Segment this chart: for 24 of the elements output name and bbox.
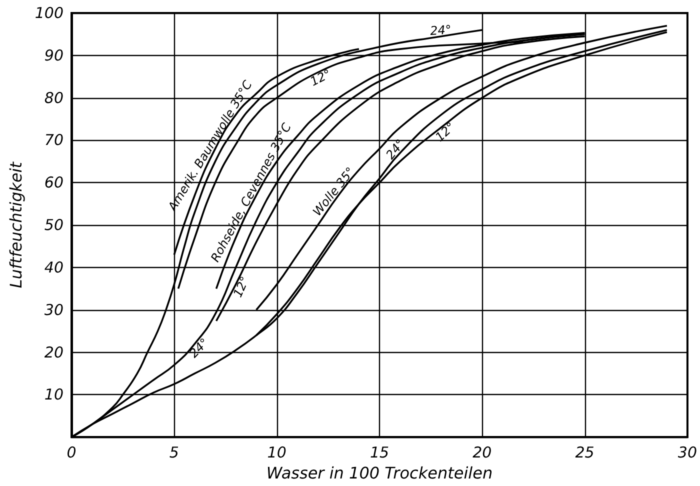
y-tick-label: 60 [44,174,64,192]
x-tick-label: 20 [472,444,492,462]
y-tick-label: 80 [44,88,64,107]
x-tick-label: 10 [267,444,286,462]
x-axis-title: Wasser in 100 Trockenteilen [266,464,493,482]
x-tick-label: 0 [66,444,76,462]
y-tick-label: 70 [44,131,64,150]
y-tick-label: 90 [44,46,64,64]
annotation: 12° [230,274,252,300]
y-tick-label: 30 [44,300,64,319]
x-tick-label: 30 [678,444,698,462]
annotation: 12° [308,66,334,89]
y-tick-label: 20 [44,343,64,362]
annotation: 24° [430,22,452,38]
annotation: 12° [432,120,458,144]
annotation: 24° [186,335,212,360]
y-tick-label: 10 [44,386,64,404]
x-tick-label: 25 [575,444,594,462]
x-tick-label: 15 [370,444,390,462]
x-tick-label: 5 [169,444,179,462]
y-tick-label: 100 [34,4,64,22]
y-tick-label: 50 [44,216,64,234]
y-axis-title: Luftfeuchtigkeit [6,161,26,288]
y-tick-label: 40 [44,258,64,276]
